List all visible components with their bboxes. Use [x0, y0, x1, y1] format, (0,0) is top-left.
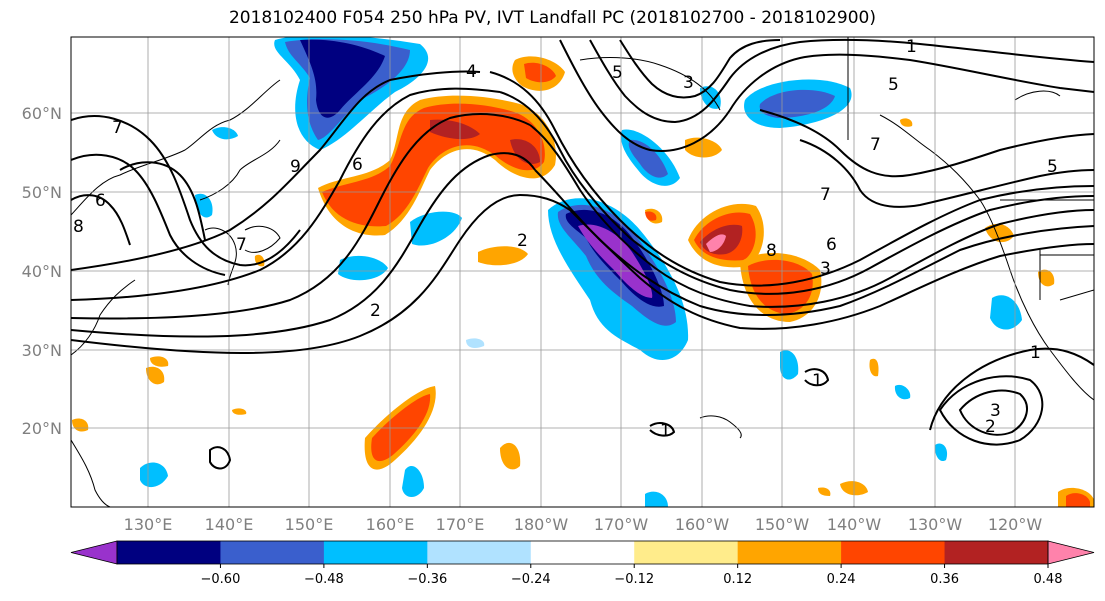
- latitude-labels: 60°N 50°N 40°N 30°N 20°N: [22, 104, 62, 438]
- lon-label: 130°E: [124, 515, 173, 534]
- contour-label: 5: [1047, 157, 1058, 177]
- lat-label: 60°N: [22, 104, 62, 123]
- lon-label: 160°W: [675, 515, 730, 534]
- colorbar-tick-label: 0.36: [930, 572, 959, 587]
- contour-label: 3: [820, 259, 831, 279]
- colorbar-outline: [116, 540, 1049, 565]
- contour-label: 9: [290, 157, 301, 177]
- contour-label: 7: [236, 235, 247, 255]
- colorbar-tick-label: −0.24: [511, 572, 551, 587]
- colorbar: [70, 540, 1095, 565]
- contour-label: 7: [870, 135, 881, 155]
- lat-label: 30°N: [22, 341, 62, 360]
- contour-label: 8: [766, 241, 777, 261]
- colorbar-tick-label: 0.48: [1034, 572, 1063, 587]
- figure-title: 2018102400 F054 250 hPa PV, IVT Landfall…: [228, 8, 876, 28]
- map-frame: [70, 36, 1095, 508]
- colorbar-segment: [944, 541, 1049, 564]
- contour-label: 1: [906, 37, 917, 57]
- colorbar-segment: [530, 541, 635, 564]
- colorbar-tick-label: −0.48: [304, 572, 344, 587]
- colorbar-tick-label: 0.24: [827, 572, 856, 587]
- lon-label: 170°E: [436, 515, 485, 534]
- contour-label: 7: [820, 185, 831, 205]
- lon-label: 180°W: [514, 515, 569, 534]
- colorbar-segment: [841, 541, 946, 564]
- contour-label: 2: [370, 301, 381, 321]
- colorbar-segment: [220, 541, 325, 564]
- contour-label: 5: [888, 75, 899, 95]
- longitude-labels: 130°E 140°E 150°E 160°E 170°E 180°W 170°…: [124, 515, 1043, 534]
- colorbar-tick-label: −0.36: [407, 572, 447, 587]
- contour-label: 4: [466, 62, 477, 82]
- lon-label: 160°E: [366, 515, 415, 534]
- lon-label: 150°E: [285, 515, 334, 534]
- colorbar-segment: [737, 541, 842, 564]
- lon-label: 120°W: [988, 515, 1043, 534]
- contour-label: 7: [112, 118, 123, 138]
- colorbar-segment: [634, 541, 739, 564]
- lon-label: 130°W: [908, 515, 963, 534]
- lon-label: 140°E: [205, 515, 254, 534]
- lat-label: 50°N: [22, 183, 62, 202]
- contour-label: 2: [517, 231, 528, 251]
- lon-label: 140°W: [827, 515, 882, 534]
- contour-labels: 7 6 8 9 7 6 2 4 5 3 2 6 7 8 3 5 5 1 7 1: [73, 37, 1058, 441]
- colorbar-extend-high: [1047, 540, 1095, 565]
- pc-shading: [72, 37, 1094, 507]
- contour-label: 1: [812, 371, 823, 391]
- contour-label: 3: [683, 73, 694, 93]
- contour-label: 2: [985, 417, 996, 437]
- contour-label: 5: [612, 63, 623, 83]
- colorbar-ticks: −0.60 −0.48 −0.36 −0.24 −0.12 0.12 0.24 0.36 0.4…: [201, 564, 1063, 587]
- contour-label: 1: [660, 421, 671, 441]
- colorbar-segment: [323, 541, 428, 564]
- colorbar-segment: [117, 541, 221, 564]
- lon-label: 170°W: [594, 515, 649, 534]
- lat-label: 20°N: [22, 419, 62, 438]
- coastlines: [71, 37, 1094, 507]
- contour-label: 6: [95, 191, 106, 211]
- colorbar-tick-label: 0.12: [723, 572, 752, 587]
- colorbar-segment: [427, 541, 532, 564]
- contour-label: 8: [73, 217, 84, 237]
- colorbar-tick-label: −0.60: [201, 572, 241, 587]
- pv-contours: [71, 38, 1094, 470]
- contour-label: 3: [990, 401, 1001, 421]
- lon-label: 150°W: [755, 515, 810, 534]
- colorbar-extend-low: [70, 540, 118, 565]
- contour-label: 1: [1030, 343, 1041, 363]
- contour-label: 6: [826, 235, 837, 255]
- colorbar-tick-label: −0.12: [614, 572, 654, 587]
- lat-label: 40°N: [22, 262, 62, 281]
- contour-label: 6: [352, 155, 363, 175]
